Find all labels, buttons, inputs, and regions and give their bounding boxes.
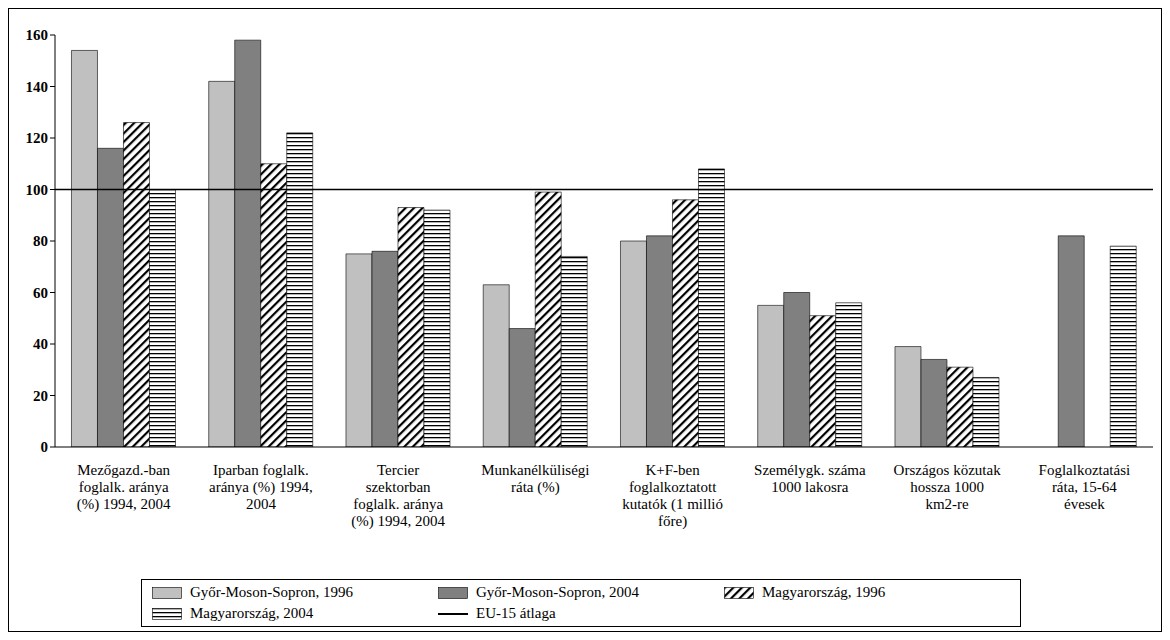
- svg-text:Iparban foglalk.aránya (%) 199: Iparban foglalk.aránya (%) 1994,2004: [209, 462, 313, 512]
- html-text:EU-15 átlaga: EU-15 átlaga: [476, 605, 556, 621]
- svg-text:Foglalkoztatásiráta, 15-64éves: Foglalkoztatásiráta, 15-64évesek: [1039, 462, 1131, 512]
- svg-text:80: 80: [33, 233, 48, 249]
- html-text:Magyarország, 2004: Magyarország, 2004: [190, 605, 314, 621]
- svg-text:Országos közutakhossza 1000km2: Országos közutakhossza 1000km2-re: [894, 462, 1002, 512]
- svg-text:Tercierszektorbanfoglalk. arán: Tercierszektorbanfoglalk. aránya(%) 1994…: [351, 462, 445, 530]
- svg-text:20: 20: [33, 388, 48, 404]
- svg-text:K+F-benfoglalkoztatottkutatók: K+F-benfoglalkoztatottkutatók (1 millióf…: [622, 462, 723, 530]
- svg-text:160: 160: [26, 27, 49, 43]
- svg-text:60: 60: [33, 285, 48, 301]
- svg-text:140: 140: [26, 79, 49, 95]
- html-text:Győr-Moson-Sopron, 2004: Győr-Moson-Sopron, 2004: [476, 584, 639, 600]
- svg-text:0: 0: [41, 439, 49, 455]
- svg-text:120: 120: [26, 130, 49, 146]
- svg-text:Személygk. száma1000 lakosra: Személygk. száma1000 lakosra: [754, 462, 866, 495]
- svg-text:100: 100: [26, 182, 49, 198]
- svg-text:Mezőgazd.-banfoglalk. aránya(%: Mezőgazd.-banfoglalk. aránya(%) 1994, 20…: [77, 462, 171, 513]
- html-text:Győr-Moson-Sopron, 1996: Győr-Moson-Sopron, 1996: [190, 584, 353, 600]
- html-text:Magyarország, 1996: Magyarország, 1996: [762, 584, 886, 600]
- svg-text:Munkanélküliségiráta (%): Munkanélküliségiráta (%): [481, 462, 589, 496]
- svg-text:40: 40: [33, 336, 48, 352]
